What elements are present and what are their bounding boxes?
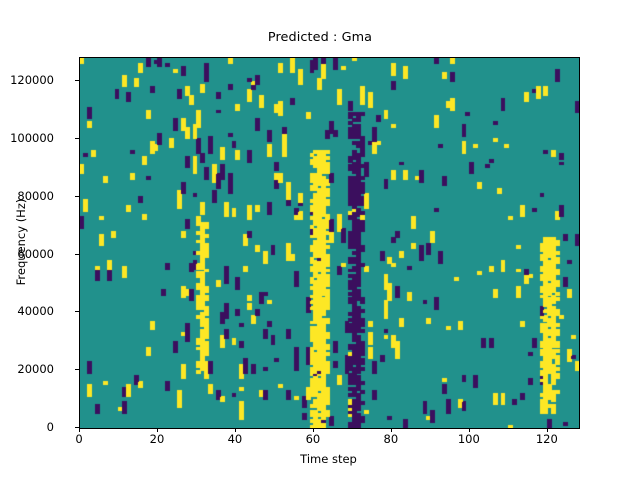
x-tick-mark [157,428,158,432]
x-tick-mark [313,428,314,432]
x-tick-label: 100 [457,432,480,446]
x-tick-label: 40 [227,432,243,446]
y-tick-label: 120000 [10,73,54,88]
x-tick-mark [79,428,80,432]
x-tick-mark [547,428,548,432]
y-tick-mark [75,196,79,197]
x-tick-label: 80 [383,432,399,446]
x-tick-label: 60 [305,432,321,446]
y-tick-mark [75,369,79,370]
x-tick-label: 20 [149,432,165,446]
x-axis-label: Time step [300,452,357,466]
y-tick-mark [75,138,79,139]
y-tick-label: 80000 [17,188,54,203]
x-tick-mark [469,428,470,432]
page-title: Predicted : Gma [267,30,373,45]
y-tick-label: 100000 [10,130,54,145]
x-tick-mark [235,428,236,432]
y-tick-mark [75,427,79,428]
y-tick-label: 60000 [17,246,54,261]
y-axis-label: Frequency (Hz) [14,198,28,286]
y-tick-label: 40000 [17,304,54,319]
y-tick-mark [75,254,79,255]
x-tick-label: 120 [535,432,558,446]
x-tick-mark [391,428,392,432]
heatmap-axes [79,57,580,429]
y-tick-label: 20000 [17,362,54,377]
y-tick-label: 0 [46,420,54,434]
y-tick-mark [75,80,79,81]
x-tick-label: 0 [75,432,83,446]
heatmap-canvas [80,58,579,428]
y-tick-mark [75,311,79,312]
